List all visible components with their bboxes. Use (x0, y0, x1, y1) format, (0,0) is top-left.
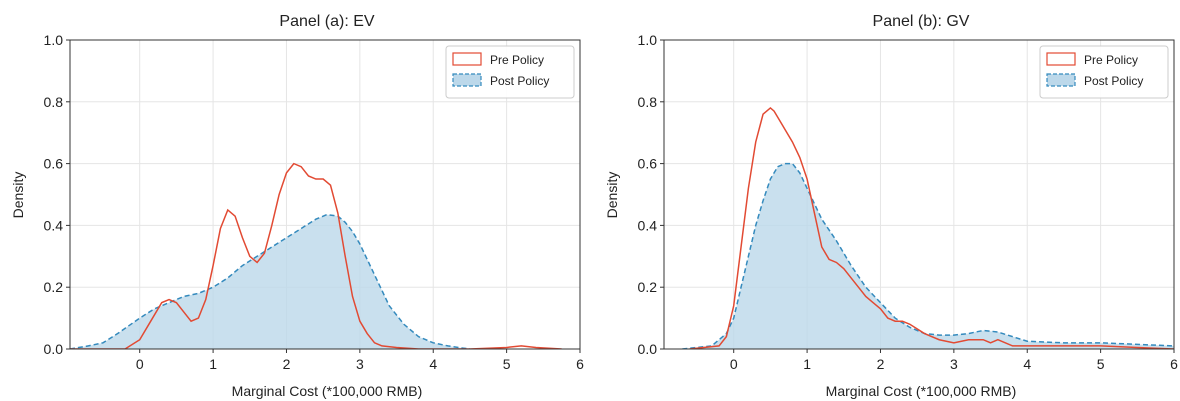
legend-label: Pre Policy (1084, 53, 1138, 67)
series-post-policy-area (682, 163, 1174, 349)
legend: Pre Policy Post Policy (445, 45, 575, 99)
x-tick-label: 6 (576, 356, 584, 372)
y-tick-label: 0.4 (638, 217, 658, 233)
y-tick-label: 0.0 (638, 341, 658, 357)
x-tick-label: 2 (877, 356, 885, 372)
legend-swatch-post-policy (452, 73, 482, 87)
panel-gv-title: Panel (b): GV (873, 13, 970, 30)
y-tick-label: 0.4 (44, 217, 64, 233)
x-tick-label: 5 (1097, 356, 1105, 372)
panel-gv-xlabel: Marginal Cost (*100,000 RMB) (826, 383, 1017, 399)
x-tick-label: 0 (730, 356, 738, 372)
panel-ev-ylabel: Density (10, 172, 26, 219)
series-pre-policy-line (689, 106, 1174, 349)
panel-gv: Panel (b): GV Marginal Cost (*100,000 RM… (604, 13, 1178, 399)
y-tick-label: 0.2 (638, 279, 658, 295)
panel-ev-plot: 0 1 2 3 4 5 6 0.0 0.2 0.4 0.6 0.8 1.0 Pre Policy Post … (44, 32, 585, 372)
panel-ev-title: Panel (a): EV (279, 13, 374, 30)
series-pre-policy-line (70, 162, 562, 349)
x-tick-label: 5 (503, 356, 511, 372)
y-tick-label: 0.8 (638, 94, 658, 110)
y-tick-label: 0.8 (44, 94, 64, 110)
legend-swatch-pre-policy (1046, 52, 1076, 66)
legend-label: Pre Policy (490, 53, 544, 67)
x-tick-label: 4 (1023, 356, 1031, 372)
legend-swatch-pre-policy (452, 52, 482, 66)
panel-gv-plot: 0 1 2 3 4 5 6 0.0 0.2 0.4 0.6 0.8 1.0 Pre Policy Post … (638, 32, 1179, 372)
axes-frame (663, 39, 1175, 350)
y-tick-label: 0.6 (638, 156, 658, 172)
x-tick-label: 4 (429, 356, 437, 372)
y-tick-label: 0.0 (44, 341, 64, 357)
series-post-policy-line (70, 213, 471, 349)
x-tick-label: 1 (209, 356, 217, 372)
panel-ev: Panel (a): EV Marginal Cost (*100,000 RM… (10, 13, 584, 399)
legend-label: Post Policy (490, 74, 549, 88)
x-tick-label: 2 (283, 356, 291, 372)
series-post-policy-area (70, 214, 470, 349)
series-post-policy-line (682, 162, 1174, 349)
legend-swatch-post-policy (1046, 73, 1076, 87)
x-tick-label: 3 (356, 356, 364, 372)
y-tick-label: 0.6 (44, 156, 64, 172)
panel-ev-xlabel: Marginal Cost (*100,000 RMB) (232, 383, 423, 399)
y-tick-label: 0.2 (44, 279, 64, 295)
legend: Pre Policy Post Policy (1039, 45, 1169, 99)
x-tick-label: 1 (803, 356, 811, 372)
x-tick-label: 3 (950, 356, 958, 372)
y-tick-label: 1.0 (638, 32, 658, 48)
x-tick-label: 6 (1170, 356, 1178, 372)
y-tick-label: 1.0 (44, 32, 64, 48)
panel-gv-ylabel: Density (604, 172, 620, 219)
x-tick-label: 0 (136, 356, 144, 372)
axes-frame (69, 39, 581, 350)
legend-label: Post Policy (1084, 74, 1143, 88)
